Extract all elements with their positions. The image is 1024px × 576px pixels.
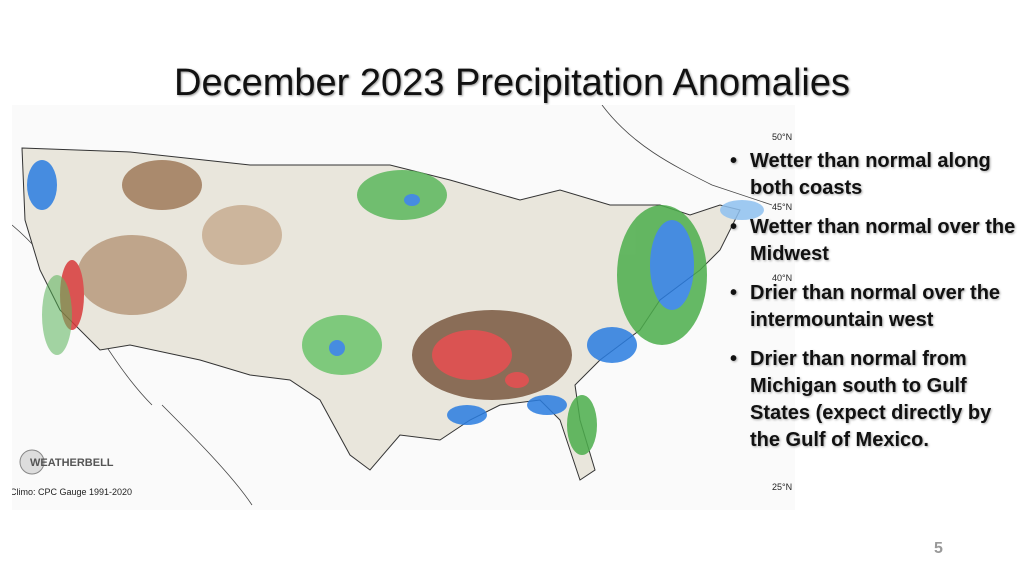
latitude-label: 40°N: [772, 273, 792, 283]
us-outline: [21, 147, 741, 481]
latitude-label: 25°N: [772, 482, 792, 492]
bullet: Wetter than normal over the Midwest: [728, 214, 1024, 268]
map-credit: Climo: CPC Gauge 1991-2020: [12, 487, 132, 497]
latitude-label: 50°N: [772, 132, 792, 142]
logo-icon: [19, 449, 45, 475]
slide-title: December 2023 Precipitation Anomalies: [174, 62, 850, 104]
bullet-list: Wetter than normal along both coasts Wet…: [728, 148, 1024, 466]
page-number: 5: [934, 540, 943, 557]
anomaly-blobs: [27, 160, 764, 455]
logo: WEATHERBELL: [30, 457, 114, 469]
bullet: Wetter than normal along both coasts: [728, 148, 1024, 202]
bullet: Drier than normal over the intermountain…: [728, 280, 1024, 334]
latitude-label: 45°N: [772, 202, 792, 212]
precip-map: 50°N 45°N 40°N 25°N WEATHERBELL Climo: C…: [12, 105, 795, 510]
bullet: Drier than normal from Michigan south to…: [728, 346, 1024, 454]
